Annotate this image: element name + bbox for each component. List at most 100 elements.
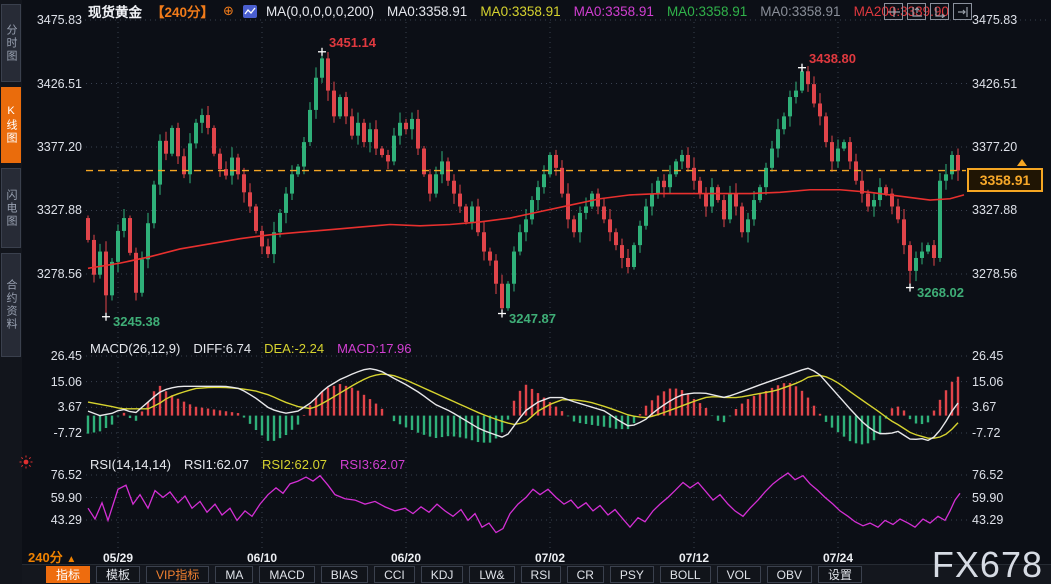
x-axis-label: 07/02 <box>534 551 566 565</box>
ma-values: MA(0,0,0,0,0,200) MA0:3358.91 MA0:3358.91 M… <box>266 4 949 19</box>
sidebar-tab-4[interactable]: 合约资料 <box>1 253 21 357</box>
price-axis-label-left: 3377.20 <box>36 139 82 154</box>
diff-line <box>87 367 959 442</box>
indicator-value-label: DEA:-2.24 <box>264 341 325 356</box>
symbol-name: 现货黄金 <box>88 5 142 20</box>
footer-tab-BIAS[interactable]: BIAS <box>320 566 369 583</box>
price-axis-label-left: 3278.56 <box>36 267 82 281</box>
x-axis-label: 07/24 <box>822 551 854 565</box>
price-axis-label-right: 26.45 <box>972 349 1004 363</box>
price-axis-label-left: 3.67 <box>57 400 82 415</box>
chart-header: 现货黄金 【240分】 ⊕ MA(0,0,0,0,0,200) MA0:3358.… <box>88 1 949 21</box>
exit-right-icon[interactable] <box>953 3 972 20</box>
price-up-arrow-icon <box>1017 159 1027 166</box>
footer-tab-PSY[interactable]: PSY <box>609 566 654 583</box>
price-axis-label-right: 76.52 <box>972 468 1004 482</box>
price-axis-label-left: 3327.88 <box>36 203 82 218</box>
footer-tab-MACD[interactable]: MACD <box>259 566 315 583</box>
footer-tab-CCI[interactable]: CCI <box>374 566 415 583</box>
rsi-line <box>87 472 961 534</box>
footer-tab-RSI[interactable]: RSI <box>520 566 561 583</box>
price-extreme-annotation: 3451.14 <box>329 34 376 50</box>
indicator-value-label: RSI2:62.07 <box>261 457 328 472</box>
footer-tab-CR[interactable]: CR <box>566 566 604 583</box>
ma-value-label: MA(0,0,0,0,0,200) <box>265 3 374 19</box>
left-sidebar: 分时图 K线图闪电图合约资料 <box>0 0 22 584</box>
candles-layer <box>86 51 960 317</box>
footer-tab-LW&[interactable]: LW& <box>469 566 515 583</box>
price-axis-label-right: 43.29 <box>972 513 1004 527</box>
current-price-badge: 3358.91 <box>967 168 1043 192</box>
footer-tab-VIP指标[interactable]: VIP指标 <box>146 566 210 583</box>
footer-tab-KDJ[interactable]: KDJ <box>420 566 464 583</box>
price-axis-label-right: 15.06 <box>972 374 1004 389</box>
sidebar-tab-1[interactable]: 分时图 <box>1 4 21 82</box>
alert-dot-icon[interactable] <box>18 454 34 470</box>
footer-tab-OBV[interactable]: OBV <box>766 566 812 583</box>
axis-zoom-icon[interactable] <box>907 3 926 20</box>
crosshair-icon[interactable] <box>884 3 903 20</box>
ma-value-label: MA0:3358.91 <box>666 3 748 19</box>
price-axis-label-left: 76.52 <box>50 468 82 482</box>
x-axis-label: 06/20 <box>390 551 422 565</box>
extreme-marker <box>906 283 914 292</box>
price-axis-label-left: 43.29 <box>50 513 82 527</box>
price-axis-label-right: 3.67 <box>972 400 997 415</box>
price-extreme-annotation: 3438.80 <box>809 50 856 66</box>
price-axis-label-right: -7.72 <box>972 426 1001 440</box>
ma-value-label: MA0:3358.91 <box>760 3 841 19</box>
chart-background <box>22 0 1051 584</box>
timeframe-badge[interactable]: 240分 ▲ <box>28 550 77 565</box>
footer-tab-VOL[interactable]: VOL <box>716 566 761 583</box>
price-axis-label-right: 3377.20 <box>972 139 1018 154</box>
price-axis-label-right: 59.90 <box>972 490 1004 505</box>
gridlines <box>40 19 1046 549</box>
price-axis-label-right: 3475.83 <box>972 13 1018 27</box>
price-extreme-annotation: 3247.87 <box>509 310 556 326</box>
price-axis-label-left: 3475.83 <box>36 13 82 27</box>
sidebar-tab-2[interactable]: K线图 <box>1 87 21 163</box>
indicator-value-label: MACD:17.96 <box>337 341 412 356</box>
ma-value-label: MA0:3358.91 <box>573 3 654 19</box>
footer-tab-MA[interactable]: MA <box>215 566 254 583</box>
footer-tab-设置[interactable]: 设置 <box>817 566 862 583</box>
extreme-marker <box>498 309 506 318</box>
indicator-value-label: DIFF:6.74 <box>193 341 252 356</box>
axis-pan-icon[interactable] <box>930 3 949 20</box>
x-axis-label: 07/12 <box>678 551 710 565</box>
indicator-toolbar: 指标 模板 VIP指标 MA MACD BIAS CCI KDJ LW& RSI CR PSY BOLL… <box>22 564 1051 584</box>
watermark: FX678 <box>931 544 1043 584</box>
rsi-header: RSI(14,14,14) RSI1:62.07 RSI2:62.07 RSI3:62… <box>90 457 405 472</box>
price-axis-label-right: 3426.51 <box>972 76 1018 91</box>
x-axis-label: 05/29 <box>102 551 134 565</box>
price-axis-label-left: 3426.51 <box>36 76 82 91</box>
chart-type-icon[interactable] <box>242 4 257 18</box>
period-label[interactable]: 【240分】 <box>151 5 215 20</box>
price-axis-label-left: 59.90 <box>50 490 82 505</box>
price-extreme-annotation: 3245.38 <box>113 313 160 329</box>
price-extreme-annotation: 3268.02 <box>917 284 964 300</box>
price-axis-label-right: 3327.88 <box>972 203 1018 218</box>
ma-value-label: MA0:3358.91 <box>480 3 561 19</box>
macd-panel <box>86 367 960 445</box>
extreme-marker <box>102 312 110 321</box>
price-axis-label-right: 3278.56 <box>972 267 1018 281</box>
sidebar-tab-3[interactable]: 闪电图 <box>1 168 21 248</box>
footer-tab-模板[interactable]: 模板 <box>96 566 141 583</box>
x-axis-label: 06/10 <box>246 551 278 565</box>
indicator-value-label: RSI1:62.07 <box>183 457 249 472</box>
footer-tab-BOLL[interactable]: BOLL <box>659 566 711 583</box>
price-axis-label-left: -7.72 <box>53 426 83 440</box>
ma200-line <box>87 188 965 270</box>
ma-value-label: MA0:3358.91 <box>387 3 468 19</box>
price-axis-label-left: 26.45 <box>50 349 82 363</box>
indicator-value-label: RSI(14,14,14) <box>90 457 171 472</box>
extreme-marker <box>798 63 806 72</box>
macd-header: MACD(26,12,9) DIFF:6.74 DEA:-2.24 MACD:17.9… <box>90 341 412 356</box>
extreme-marker <box>318 47 326 56</box>
window-toolbar <box>884 3 972 20</box>
add-indicator-icon[interactable]: ⊕ <box>223 3 234 18</box>
footer-tab-指标[interactable]: 指标 <box>46 566 91 583</box>
